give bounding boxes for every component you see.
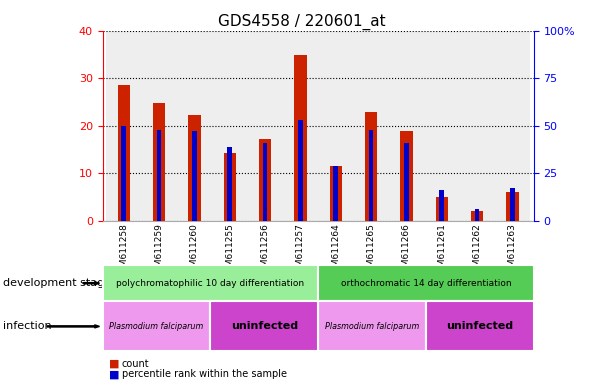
Bar	[118, 85, 130, 221]
Bar	[389, 31, 424, 221]
Bar	[263, 143, 267, 221]
Text: ■: ■	[109, 369, 119, 379]
Text: orthochromatic 14 day differentiation: orthochromatic 14 day differentiation	[341, 279, 511, 288]
Bar	[294, 55, 306, 221]
Text: count: count	[122, 359, 150, 369]
Bar	[404, 143, 409, 221]
Bar	[435, 197, 448, 221]
Bar	[318, 31, 353, 221]
Bar	[471, 211, 483, 221]
Bar	[353, 31, 389, 221]
Bar	[507, 192, 519, 221]
Text: percentile rank within the sample: percentile rank within the sample	[122, 369, 287, 379]
Text: development stage: development stage	[3, 278, 111, 288]
Text: polychromatophilic 10 day differentiation: polychromatophilic 10 day differentiatio…	[116, 279, 305, 288]
Bar	[365, 111, 377, 221]
Text: Plasmodium falciparum: Plasmodium falciparum	[325, 322, 419, 331]
Bar	[224, 153, 236, 221]
Text: infection: infection	[3, 321, 52, 331]
Bar	[400, 131, 412, 221]
Bar	[153, 103, 165, 221]
Bar	[459, 31, 495, 221]
Bar	[510, 189, 515, 221]
Bar	[333, 166, 338, 221]
Bar	[212, 31, 247, 221]
Bar	[298, 120, 303, 221]
Bar	[424, 31, 459, 221]
Bar	[141, 31, 177, 221]
Bar	[283, 31, 318, 221]
Text: GDS4558 / 220601_at: GDS4558 / 220601_at	[218, 13, 385, 30]
Bar	[369, 129, 373, 221]
Bar	[330, 166, 342, 221]
Bar	[192, 131, 197, 221]
Bar	[177, 31, 212, 221]
Bar	[188, 115, 201, 221]
Text: Plasmodium falciparum: Plasmodium falciparum	[109, 322, 204, 331]
Bar	[106, 31, 141, 221]
Text: ■: ■	[109, 359, 119, 369]
Bar	[247, 31, 283, 221]
Bar	[227, 147, 232, 221]
Bar	[495, 31, 530, 221]
Bar	[475, 209, 479, 221]
Bar	[157, 129, 162, 221]
Text: uninfected: uninfected	[446, 321, 513, 331]
Bar	[440, 190, 444, 221]
Text: uninfected: uninfected	[230, 321, 298, 331]
Bar	[121, 126, 126, 221]
Bar	[259, 139, 271, 221]
